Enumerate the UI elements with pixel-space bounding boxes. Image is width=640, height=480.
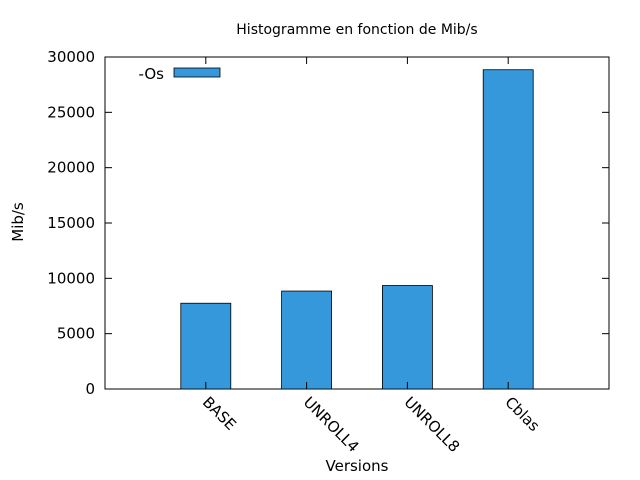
y-tick-label: 5000 bbox=[57, 325, 95, 343]
x-axis-label: Versions bbox=[326, 457, 389, 475]
y-axis-label: Mib/s bbox=[9, 202, 27, 242]
y-axis: 0 5000 10000 15000 20000 25000 30000 bbox=[47, 48, 609, 398]
y-tick-label: 10000 bbox=[47, 269, 95, 287]
y-tick-label: 0 bbox=[85, 380, 95, 398]
y-tick-label: 20000 bbox=[47, 159, 95, 177]
x-tick-label: UNROLL4 bbox=[300, 393, 363, 456]
bar-unroll4 bbox=[281, 290, 333, 390]
x-tick-label: UNROLL8 bbox=[401, 393, 464, 456]
chart-title: Histogramme en fonction de Mib/s bbox=[236, 22, 477, 38]
bar-unroll8 bbox=[381, 285, 433, 390]
bar-base bbox=[180, 302, 232, 390]
x-tick-label: Cblas bbox=[501, 393, 543, 435]
y-tick-label: 25000 bbox=[47, 103, 95, 121]
legend: -Os bbox=[139, 65, 221, 83]
legend-label: -Os bbox=[139, 65, 165, 83]
y-tick-label: 30000 bbox=[47, 48, 95, 66]
bar-cblas bbox=[482, 69, 534, 390]
x-tick-label: BASE bbox=[199, 393, 240, 434]
y-tick-label: 15000 bbox=[47, 214, 95, 232]
bar-series bbox=[180, 69, 534, 390]
legend-swatch bbox=[173, 67, 221, 78]
